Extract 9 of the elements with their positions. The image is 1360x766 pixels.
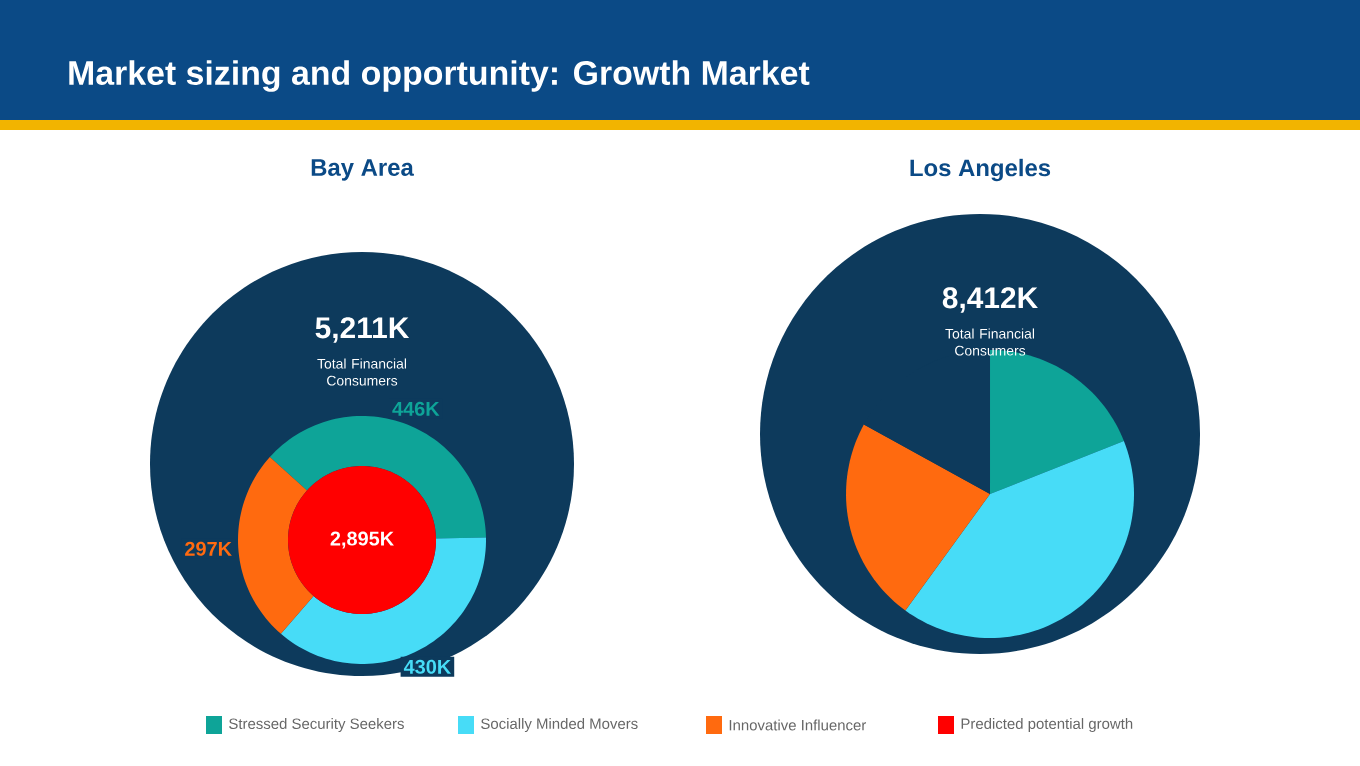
text: 8,412K <box>942 287 1038 313</box>
data-label: 297K <box>185 541 232 556</box>
text: 5,211K <box>315 317 410 343</box>
chart-title: Bay Area <box>311 159 414 181</box>
data-label: 446K <box>392 401 440 416</box>
chart-title: Los Angeles <box>910 158 1051 182</box>
text: Market sizing and opportunity: Growth Market <box>69 60 810 92</box>
data-label: 2,895K <box>330 531 394 549</box>
data-label: 430K <box>403 659 452 674</box>
